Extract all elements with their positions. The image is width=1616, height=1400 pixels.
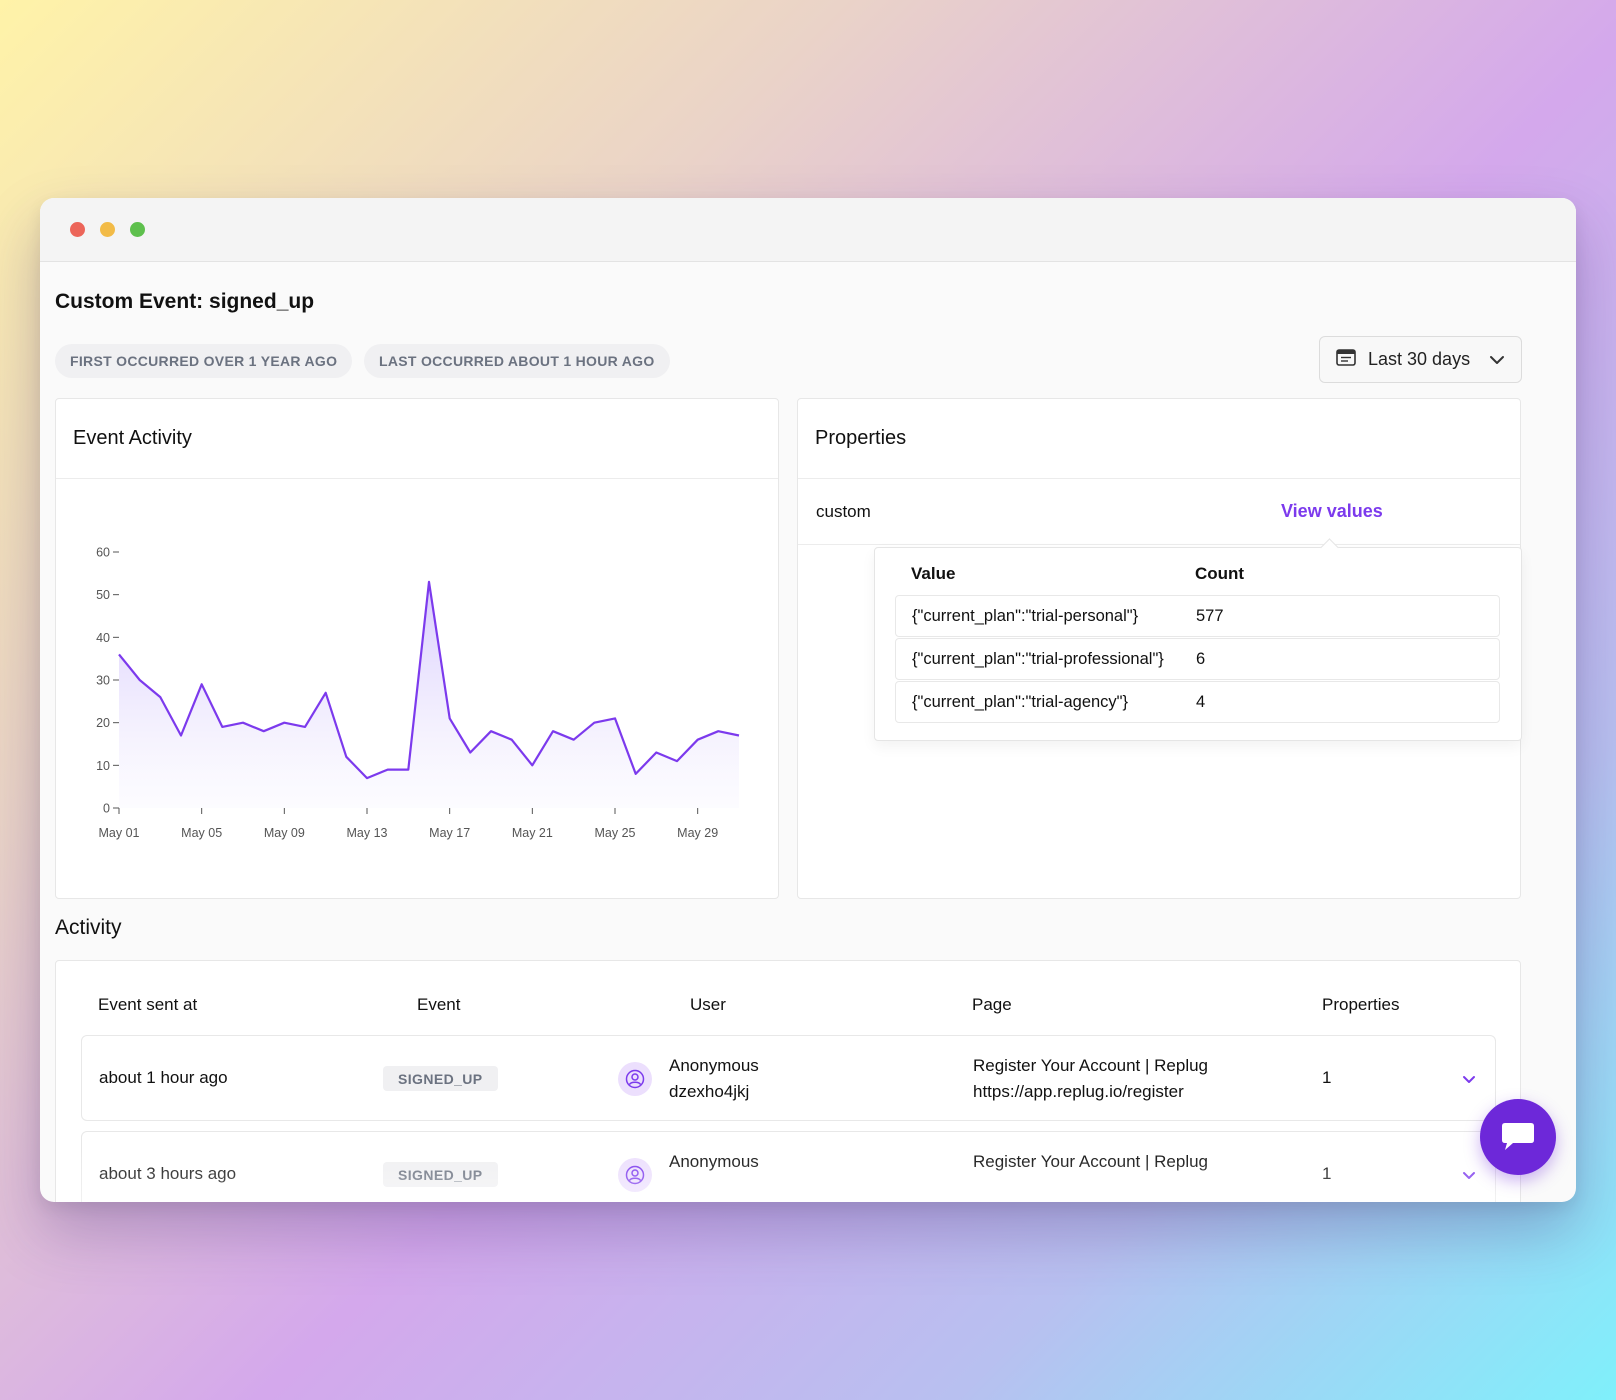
column-header-sent-at: Event sent at [98, 995, 198, 1014]
y-tick-label: 10 [96, 759, 110, 773]
event-activity-card: Event Activity 0 10 20 30 40 50 60 May 01 May 0… [55, 398, 779, 899]
x-tick-label: May 05 [181, 826, 222, 840]
values-popover: Value Count {"current_plan":"trial-perso… [874, 547, 1522, 741]
count-column-header: Count [1195, 564, 1245, 583]
chevron-down-icon [1489, 349, 1505, 370]
expand-row-button[interactable] [1459, 1069, 1479, 1089]
value-cell: {"current_plan":"trial-agency"} [912, 692, 1129, 711]
user-circle-icon [618, 1158, 652, 1192]
y-tick-label: 40 [96, 631, 110, 645]
expand-row-button[interactable] [1459, 1165, 1479, 1185]
page-title-cell: Register Your Account | Replug [973, 1056, 1209, 1075]
app-window: Custom Event: signed_up FIRST OCCURRED O… [40, 198, 1576, 1202]
column-header-event: Event [417, 995, 461, 1014]
x-tick-label: May 21 [512, 826, 553, 840]
x-tick-label: May 17 [429, 826, 470, 840]
table-row[interactable]: about 1 hour ago SIGNED_UP Anonymous dze… [81, 1035, 1496, 1121]
value-cell: {"current_plan":"trial-personal"} [912, 606, 1139, 625]
y-tick-label: 30 [96, 674, 110, 688]
chart-series-line [118, 580, 740, 780]
page-content: Custom Event: signed_up FIRST OCCURRED O… [40, 262, 1576, 1202]
page-url-link[interactable]: https://app.replug.io/register [973, 1082, 1184, 1101]
count-cell: 6 [1196, 649, 1206, 668]
chat-icon [1502, 1123, 1534, 1150]
page-title-cell: Register Your Account | Replug [973, 1152, 1209, 1171]
close-window-button[interactable] [70, 222, 85, 237]
minimize-window-button[interactable] [100, 222, 115, 237]
properties-card: Properties custom View values Value Coun… [797, 398, 1522, 899]
first-occurred-badge: FIRST OCCURRED OVER 1 YEAR AGO [55, 344, 353, 378]
user-name: Anonymous [669, 1152, 759, 1171]
x-tick-label: May 09 [264, 826, 305, 840]
event-activity-title: Event Activity [56, 399, 778, 479]
property-name: custom [816, 501, 871, 521]
y-tick-label: 0 [103, 802, 110, 816]
event-sent-at: about 3 hours ago [99, 1164, 237, 1183]
column-header-page: Page [972, 995, 1012, 1014]
table-row[interactable]: about 3 hours ago SIGNED_UP Anonymous Re… [81, 1131, 1496, 1202]
chat-button[interactable] [1480, 1099, 1556, 1175]
date-range-label: Last 30 days [1368, 349, 1471, 369]
count-cell: 4 [1196, 692, 1206, 711]
count-cell: 577 [1196, 606, 1224, 625]
properties-count: 1 [1322, 1068, 1332, 1087]
user-circle-icon [618, 1062, 652, 1096]
event-badge: SIGNED_UP [383, 1162, 498, 1187]
user-id: dzexho4jkj [669, 1082, 750, 1101]
x-tick-label: May 13 [347, 826, 388, 840]
column-header-properties: Properties [1322, 995, 1400, 1014]
x-tick-label: May 29 [677, 826, 718, 840]
view-values-link[interactable]: View values [1281, 501, 1383, 521]
value-column-header: Value [911, 564, 956, 583]
page-title: Custom Event: signed_up [55, 290, 315, 313]
x-tick-label: May 01 [99, 826, 140, 840]
chart-area-fill [119, 581, 739, 808]
y-tick-label: 60 [96, 546, 110, 560]
properties-count: 1 [1322, 1164, 1332, 1183]
chevron-down-icon [1463, 1172, 1475, 1179]
x-tick-label: May 25 [595, 826, 636, 840]
window-titlebar [40, 198, 1576, 262]
event-activity-chart: 0 10 20 30 40 50 60 May 01 May 05 May 09 May 13 Ma… [96, 546, 740, 840]
value-row: {"current_plan":"trial-agency"} 4 [895, 681, 1500, 723]
property-row-custom: custom View values [798, 479, 1520, 545]
properties-title: Properties [798, 399, 1520, 479]
column-header-user: User [690, 995, 726, 1014]
last-occurred-badge: LAST OCCURRED ABOUT 1 HOUR AGO [364, 344, 670, 378]
activity-table: Event sent at Event User Page Properties… [55, 960, 1521, 1202]
value-row: {"current_plan":"trial-personal"} 577 [895, 595, 1500, 637]
maximize-window-button[interactable] [130, 222, 145, 237]
date-range-dropdown[interactable]: Last 30 days [1319, 336, 1522, 383]
event-badge: SIGNED_UP [383, 1066, 498, 1091]
value-cell: {"current_plan":"trial-professional"} [912, 649, 1164, 668]
user-name: Anonymous [669, 1056, 759, 1075]
event-sent-at: about 1 hour ago [99, 1068, 228, 1087]
y-tick-label: 50 [96, 588, 110, 602]
calendar-icon [1336, 348, 1356, 371]
y-tick-label: 20 [96, 716, 110, 730]
chevron-down-icon [1463, 1076, 1475, 1083]
activity-section-title: Activity [55, 916, 122, 939]
value-row: {"current_plan":"trial-professional"} 6 [895, 638, 1500, 680]
